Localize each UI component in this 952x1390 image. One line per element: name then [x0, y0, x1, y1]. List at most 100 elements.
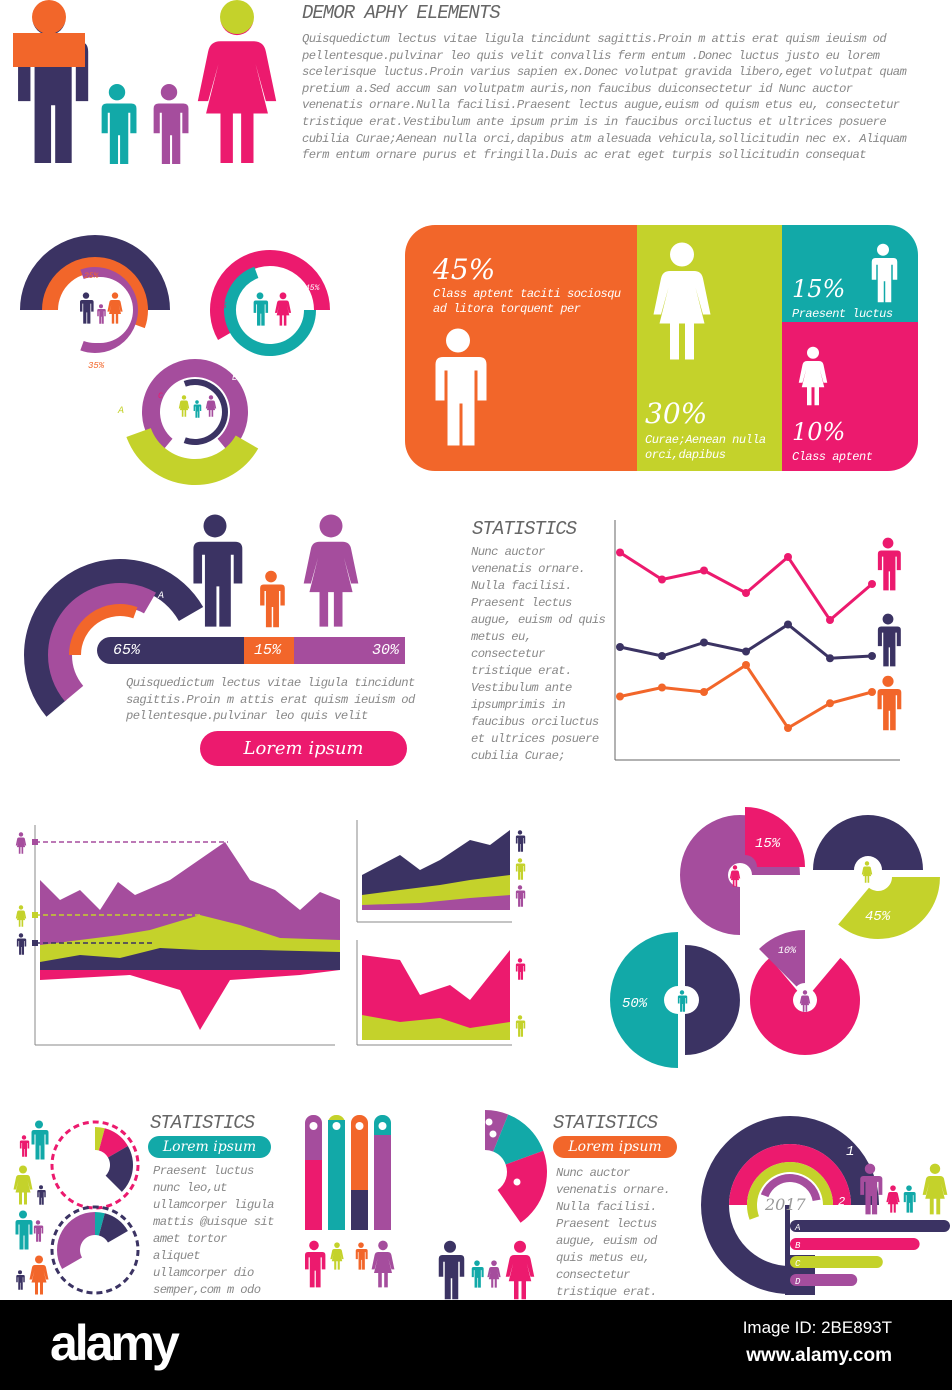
bar — [790, 1238, 920, 1250]
page-title: DEMOR APHY ELEMENTS — [302, 2, 501, 24]
pie-label: 15% — [755, 836, 781, 852]
tile-percent: 10% — [792, 418, 846, 446]
data-point — [700, 688, 708, 696]
donut-slice — [56, 1212, 95, 1269]
site-url: www.alamy.com — [746, 1345, 892, 1366]
male-icon — [515, 830, 526, 852]
female-icon — [15, 905, 27, 927]
pie-slice — [759, 930, 805, 987]
tile-caption: Class aptent — [792, 450, 873, 464]
tile-caption: Praesent luctus — [792, 307, 893, 321]
footer-watermark: alamy Image ID: 2BE893T www.alamy.com — [0, 1300, 952, 1390]
bar — [790, 1256, 883, 1268]
male-icon — [515, 885, 526, 907]
ring-label: 65% — [148, 245, 165, 255]
year-label: 2017 — [765, 1195, 806, 1214]
line-chart — [614, 520, 902, 761]
area-purple — [362, 895, 510, 910]
data-point — [616, 643, 624, 651]
bar-fill — [328, 1120, 345, 1230]
segment-navy: 65% — [97, 637, 244, 664]
male-icon — [435, 328, 487, 446]
series-line — [619, 551, 873, 623]
donut-slice — [98, 1213, 128, 1243]
ring-label: 25% — [84, 272, 100, 281]
male-icon — [471, 1260, 484, 1288]
data-point — [658, 652, 666, 660]
statistics-title: STATISTICS — [472, 518, 577, 540]
lorem-ipsum-button[interactable]: Lorem ipsum — [148, 1136, 271, 1158]
donut-slice — [497, 1150, 547, 1223]
pie-charts: 15% 45% 50% 10% — [610, 807, 940, 1068]
arc — [20, 235, 170, 311]
statistics-text: Praesent luctus nunc leo,ut ullamcorper … — [153, 1164, 274, 1297]
bar-label: A — [794, 1223, 800, 1233]
arc — [760, 1174, 821, 1202]
male-icon — [37, 1185, 46, 1205]
data-point — [700, 566, 708, 575]
male-icon — [438, 1240, 465, 1300]
tile-caption: Class aptent taciti sociosqu ad litora t… — [433, 287, 621, 316]
female-icon — [922, 1163, 948, 1215]
female-icon — [13, 1165, 33, 1205]
female-icon — [798, 346, 828, 406]
arc-segment — [48, 655, 84, 702]
ring-label: B — [232, 373, 238, 383]
donut-chart — [438, 1110, 547, 1300]
tile-percent: 30% — [645, 397, 708, 430]
female-icon — [205, 395, 217, 417]
male-icon — [33, 1220, 44, 1242]
ring-label: C — [158, 392, 163, 401]
donut-dot — [499, 1212, 507, 1220]
lorem-ipsum-button[interactable]: Lorem ipsum — [553, 1136, 677, 1158]
tile-10: 10% Class aptent — [782, 322, 918, 471]
marker — [32, 839, 38, 845]
ring-label: 65% — [210, 301, 227, 311]
data-point — [868, 688, 876, 696]
tile-percent: 45% — [433, 253, 496, 286]
arc — [701, 1116, 879, 1294]
arc — [126, 427, 259, 485]
female-icon — [487, 1260, 501, 1288]
donut-dot — [485, 1118, 493, 1126]
male-icon — [515, 858, 526, 880]
marker — [32, 912, 38, 918]
ring-charts: 65% 25% 35% 65% 45% A C B — [20, 235, 330, 485]
female-icon — [653, 242, 711, 360]
data-point — [700, 638, 708, 647]
image-id: Image ID: 2BE893T — [742, 1318, 892, 1337]
segment-orange: 15% — [244, 637, 294, 664]
pie-label: 50% — [622, 996, 648, 1012]
tile-30: 30% Curae;Aenean nulla orci,dapibus — [637, 225, 782, 471]
male-icon — [515, 1015, 526, 1037]
data-point — [616, 548, 624, 557]
area-charts — [15, 820, 526, 1046]
arc — [142, 359, 248, 453]
tile-45: 45% Class aptent taciti sociosqu ad lito… — [405, 225, 637, 471]
alamy-logo: alamy — [50, 1315, 180, 1371]
donut-slice — [493, 1114, 544, 1165]
male-icon — [16, 1270, 25, 1290]
male-icon — [16, 933, 27, 955]
pie-slice — [750, 957, 860, 1055]
arc-segment — [24, 655, 67, 717]
tile-15: 15% Praesent luctus — [782, 225, 918, 322]
lorem-ipsum-button[interactable]: Lorem ipsum — [200, 731, 407, 766]
donut-slice — [95, 1127, 105, 1151]
male-icon — [15, 1210, 33, 1250]
pie-label: 10% — [778, 946, 797, 957]
statistics-text: Nunc auctor venenatis ornare. Nulla faci… — [556, 1166, 671, 1299]
bar — [790, 1220, 950, 1232]
male-icon — [877, 613, 901, 667]
vertical-bars — [305, 1115, 395, 1288]
segment-text: Quisquedictum lectus vitae ligula tincid… — [126, 676, 415, 724]
bar-dot — [332, 1122, 341, 1130]
donut-dot — [513, 1178, 521, 1186]
male-icon — [903, 1185, 916, 1213]
ring-label: 35% — [88, 361, 105, 371]
male-icon — [193, 400, 202, 418]
data-point — [826, 654, 834, 663]
statistics-title: STATISTICS — [553, 1112, 658, 1134]
male-icon — [515, 958, 526, 980]
